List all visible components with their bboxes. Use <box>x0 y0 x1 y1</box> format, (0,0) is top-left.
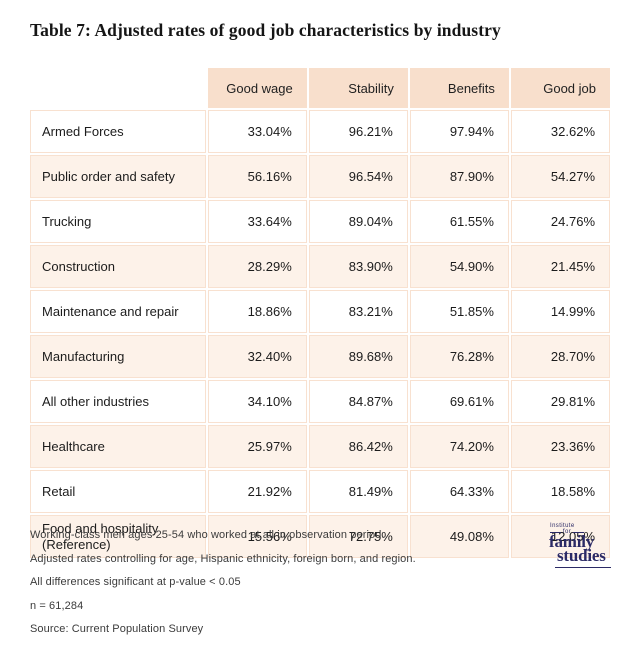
cell-value: 33.64% <box>207 200 307 243</box>
row-label: Retail <box>30 470 206 513</box>
row-label: Manufacturing <box>30 335 206 378</box>
cell-value: 96.54% <box>308 155 408 198</box>
row-label: Construction <box>30 245 206 288</box>
cell-value: 64.33% <box>409 470 509 513</box>
cell-value: 18.58% <box>510 470 610 513</box>
row-label: All other industries <box>30 380 206 423</box>
cell-value: 74.20% <box>409 425 509 468</box>
logo-dash-right <box>573 531 585 533</box>
row-label: Food and hospitality (Reference) <box>30 515 206 558</box>
logo-institute-text: Institute <box>550 523 575 529</box>
cell-value: 34.10% <box>207 380 307 423</box>
row-label: Maintenance and repair <box>30 290 206 333</box>
cell-value: 97.94% <box>409 110 509 153</box>
cell-value: 49.08% <box>409 515 509 558</box>
cell-value: 72.75% <box>308 515 408 558</box>
corner-cell <box>30 68 206 108</box>
cell-value: 54.90% <box>409 245 509 288</box>
table-row: Construction 28.29% 83.90% 54.90% 21.45% <box>30 245 610 288</box>
row-label: Healthcare <box>30 425 206 468</box>
cell-value: 32.40% <box>207 335 307 378</box>
table-row: Food and hospitality (Reference) 15.56% … <box>30 515 610 558</box>
cell-value: 23.36% <box>510 425 610 468</box>
footnote-source: Source: Current Population Survey <box>30 623 204 635</box>
cell-value: 25.97% <box>207 425 307 468</box>
footnote-significance: All differences significant at p-value <… <box>30 576 241 588</box>
table-row: Armed Forces 33.04% 96.21% 97.94% 32.62% <box>30 110 610 153</box>
cell-value: 96.21% <box>308 110 408 153</box>
cell-value: 14.99% <box>510 290 610 333</box>
cell-value: 18.86% <box>207 290 307 333</box>
column-header-good-wage: Good wage <box>207 68 307 108</box>
cell-value: 61.55% <box>409 200 509 243</box>
cell-value: 83.90% <box>308 245 408 288</box>
cell-value: 83.21% <box>308 290 408 333</box>
cell-value: 54.27% <box>510 155 610 198</box>
cell-value: 12.05% <box>510 515 610 558</box>
table-row: All other industries 34.10% 84.87% 69.61… <box>30 380 610 423</box>
cell-value: 69.61% <box>409 380 509 423</box>
table-row: Trucking 33.64% 89.04% 61.55% 24.76% <box>30 200 610 243</box>
cell-value: 87.90% <box>409 155 509 198</box>
row-label: Armed Forces <box>30 110 206 153</box>
cell-value: 15.56% <box>207 515 307 558</box>
footnote-n: n = 61,284 <box>30 599 84 612</box>
cell-value: 33.04% <box>207 110 307 153</box>
logo-family-text: family <box>549 532 595 551</box>
page-title: Table 7: Adjusted rates of good job char… <box>30 20 501 40</box>
column-header-good-job: Good job <box>510 68 610 108</box>
footnote-adjustment: Adjusted rates controlling for age, Hisp… <box>30 552 416 565</box>
row-label: Trucking <box>30 200 206 243</box>
cell-value: 81.49% <box>308 470 408 513</box>
table-row: Healthcare 25.97% 86.42% 74.20% 23.36% <box>30 425 610 468</box>
cell-value: 21.45% <box>510 245 610 288</box>
cell-value: 86.42% <box>308 425 408 468</box>
table-row: Public order and safety 56.16% 96.54% 87… <box>30 155 610 198</box>
data-table: Good wage Stability Benefits Good job Ar… <box>28 66 612 560</box>
table-row: Retail 21.92% 81.49% 64.33% 18.58% <box>30 470 610 513</box>
table-row: Maintenance and repair 18.86% 83.21% 51.… <box>30 290 610 333</box>
logo-dash-left <box>550 531 561 533</box>
cell-value: 76.28% <box>409 335 509 378</box>
cell-value: 51.85% <box>409 290 509 333</box>
cell-value: 89.68% <box>308 335 408 378</box>
column-header-benefits: Benefits <box>409 68 509 108</box>
ifs-logo: Institute for family studies <box>549 523 615 568</box>
cell-value: 89.04% <box>308 200 408 243</box>
cell-value: 21.92% <box>207 470 307 513</box>
header-row: Good wage Stability Benefits Good job <box>30 68 610 108</box>
table-row: Manufacturing 32.40% 89.68% 76.28% 28.70… <box>30 335 610 378</box>
cell-value: 56.16% <box>207 155 307 198</box>
footnotes: Working-class men ages 25-54 who worked … <box>30 529 510 647</box>
cell-value: 32.62% <box>510 110 610 153</box>
cell-value: 28.70% <box>510 335 610 378</box>
cell-value: 29.81% <box>510 380 610 423</box>
logo-underline <box>555 567 611 568</box>
cell-value: 24.76% <box>510 200 610 243</box>
logo-for-text: for <box>550 529 585 535</box>
cell-value: 84.87% <box>308 380 408 423</box>
cell-value: 28.29% <box>207 245 307 288</box>
column-header-stability: Stability <box>308 68 408 108</box>
logo-studies-text: studies <box>557 546 606 565</box>
row-label: Public order and safety <box>30 155 206 198</box>
footnote-sample: Working-class men ages 25-54 who worked … <box>30 529 385 541</box>
